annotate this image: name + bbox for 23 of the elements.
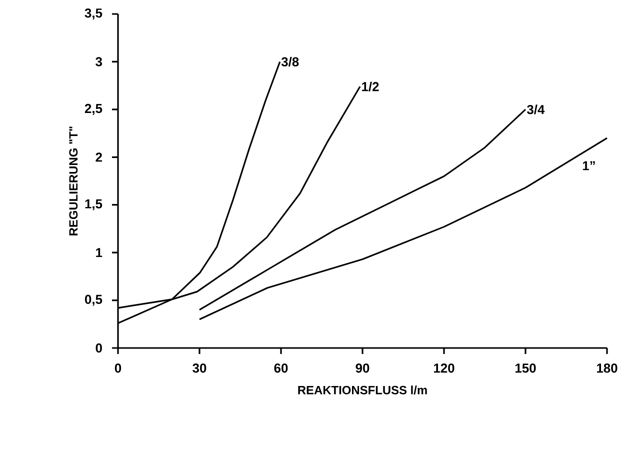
y-tick-label: 1 bbox=[96, 248, 102, 258]
y-axis-title: REGULIERUNG "T" bbox=[69, 126, 78, 236]
line-series bbox=[198, 108, 526, 311]
y-tick-label: 1,5 bbox=[85, 199, 102, 210]
x-tick-label: 60 bbox=[274, 364, 288, 373]
series-label: 3/8 bbox=[281, 56, 299, 67]
line-series bbox=[198, 137, 608, 320]
y-tick-label: 0 bbox=[96, 343, 102, 353]
y-tick-label: 2 bbox=[96, 152, 102, 162]
y-tick-label: 3,5 bbox=[84, 8, 102, 20]
y-tick-label: 2,5 bbox=[84, 104, 102, 115]
x-tick-label: 30 bbox=[192, 364, 206, 373]
x-tick-label: 90 bbox=[356, 364, 370, 373]
y-tick-label: 0,5 bbox=[84, 294, 102, 306]
series-label: 1” bbox=[582, 161, 595, 170]
x-axis-title: REAKTIONSFLUSS l/m bbox=[298, 386, 427, 394]
series-label: 3/4 bbox=[526, 104, 545, 114]
x-tick-label: 180 bbox=[597, 364, 618, 373]
y-tick-label: 3 bbox=[96, 57, 102, 66]
series-label: 1/2 bbox=[362, 82, 379, 92]
x-tick-label: 150 bbox=[516, 364, 536, 373]
x-tick-label: 120 bbox=[434, 364, 454, 373]
x-tick-label: 0 bbox=[114, 364, 122, 373]
